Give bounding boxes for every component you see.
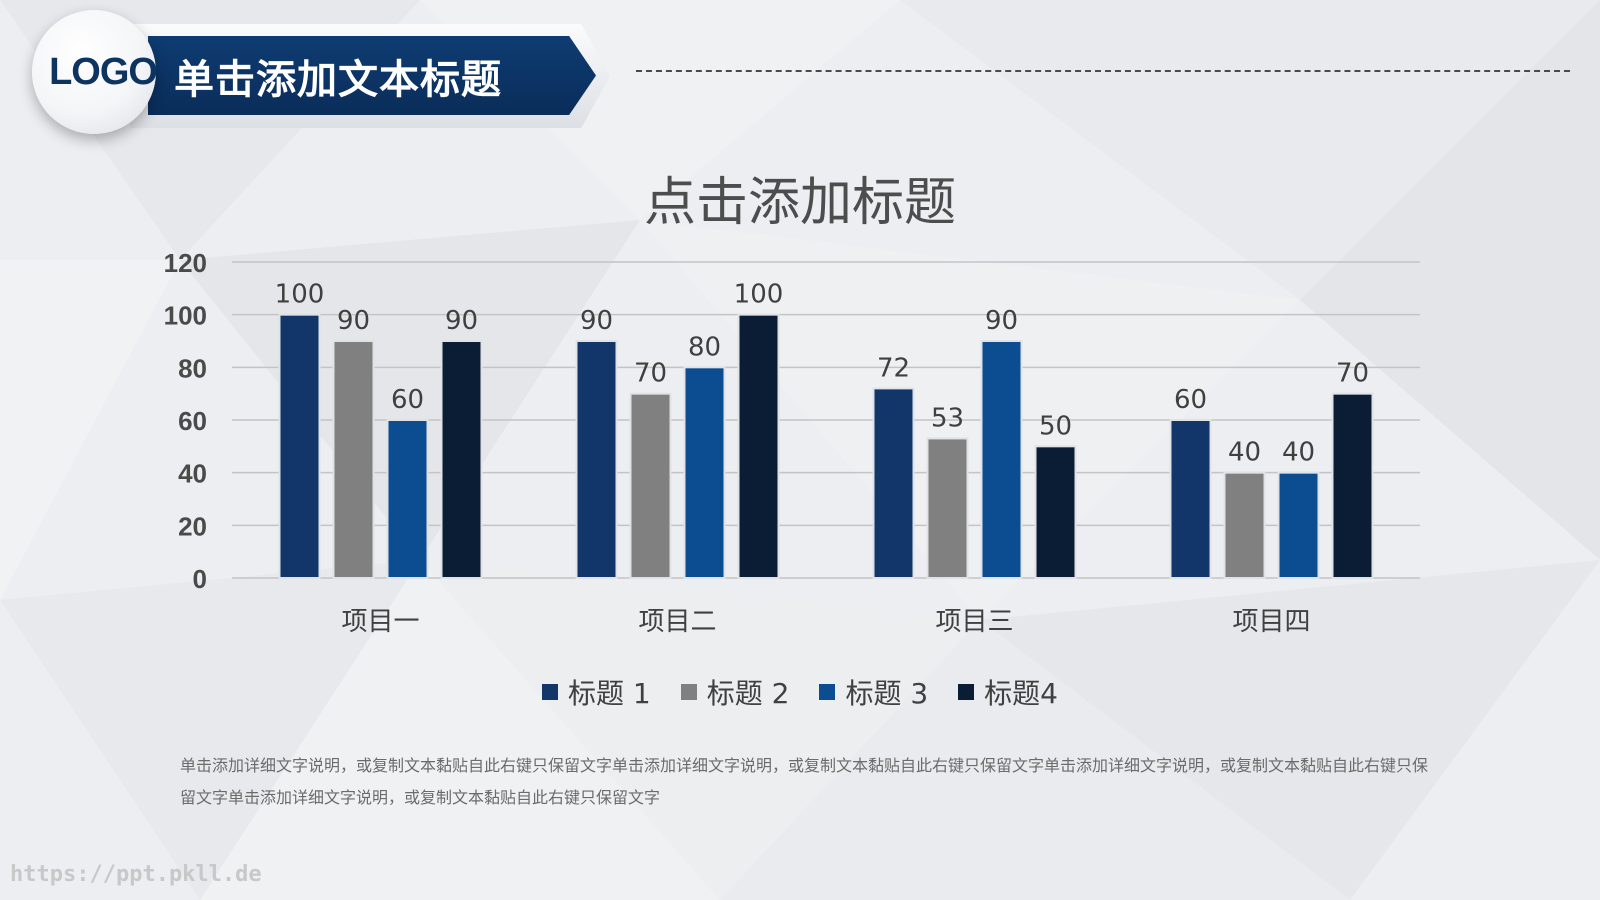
legend-swatch-series-1 (542, 684, 558, 700)
header-dashed-divider (636, 70, 1570, 72)
description-text: 单击添加详细文字说明，或复制文本黏贴自此右键只保留文字单击添加详细文字说明，或复… (180, 756, 1429, 807)
y-tick-label: 80 (178, 353, 207, 383)
data-label: 80 (688, 332, 721, 362)
x-tick-label: 项目四 (1232, 607, 1310, 637)
x-tick-label: 项目二 (638, 607, 716, 637)
legend-label-series-4: 标题4 (984, 677, 1058, 710)
data-label: 100 (734, 280, 784, 310)
bar (332, 340, 375, 579)
bar (629, 392, 672, 579)
data-label: 90 (445, 306, 478, 336)
data-label: 90 (580, 306, 613, 336)
y-tick-label: 100 (164, 301, 207, 331)
x-tick-label: 项目一 (341, 607, 419, 637)
legend-label-series-3: 标题 3 (845, 677, 929, 710)
bar (737, 313, 780, 579)
logo-badge: LOGO (32, 10, 158, 134)
chart-title: 点击添加标题 (643, 173, 956, 233)
bar (926, 437, 969, 579)
bar (1169, 419, 1212, 579)
data-label: 40 (1228, 438, 1261, 468)
legend-swatch-series-4 (958, 684, 975, 700)
x-tick-label: 项目三 (935, 607, 1013, 637)
legend-item-series-1: 标题 1 (542, 672, 651, 712)
data-label: 60 (1174, 385, 1207, 415)
title-banner: 单击添加文本标题 (148, 36, 596, 115)
data-label: 100 (275, 280, 325, 310)
chart-legend: 标题 1 标题 2 标题 3 标题4 (0, 672, 1600, 712)
data-label: 72 (877, 353, 910, 383)
y-tick-label: 20 (178, 511, 207, 541)
legend-item-series-4: 标题4 (958, 672, 1058, 712)
bar (1277, 471, 1320, 579)
legend-item-series-2: 标题 2 (680, 672, 790, 712)
bar (575, 340, 618, 579)
data-label: 53 (931, 403, 964, 433)
legend-item-series-3: 标题 3 (819, 672, 928, 712)
data-label: 50 (1039, 411, 1072, 441)
data-label: 90 (337, 306, 370, 336)
page-title: 单击添加文本标题 (174, 56, 502, 103)
legend-swatch-series-2 (680, 684, 697, 700)
legend-label-series-1: 标题 1 (568, 677, 651, 710)
bar (440, 340, 483, 579)
data-label: 60 (391, 385, 424, 415)
data-label: 70 (1336, 359, 1369, 389)
data-label: 40 (1282, 438, 1315, 468)
y-tick-label: 60 (178, 406, 207, 436)
legend-swatch-series-3 (819, 684, 836, 700)
bar (386, 419, 429, 579)
y-tick-label: 0 (193, 564, 207, 594)
y-tick-label: 40 (178, 459, 207, 489)
data-label: 90 (985, 306, 1018, 336)
bar (1331, 392, 1374, 579)
y-tick-label: 120 (164, 248, 207, 278)
legend-label-series-2: 标题 2 (706, 677, 790, 710)
watermark-url: https://ppt.pkll.de (10, 862, 262, 887)
logo-text: LOGO (49, 50, 158, 93)
bar (1034, 445, 1077, 580)
bar (872, 387, 915, 579)
bar (1223, 471, 1266, 579)
bar (980, 340, 1023, 579)
data-label: 70 (634, 359, 667, 389)
bar (278, 313, 321, 579)
bar (683, 366, 726, 580)
